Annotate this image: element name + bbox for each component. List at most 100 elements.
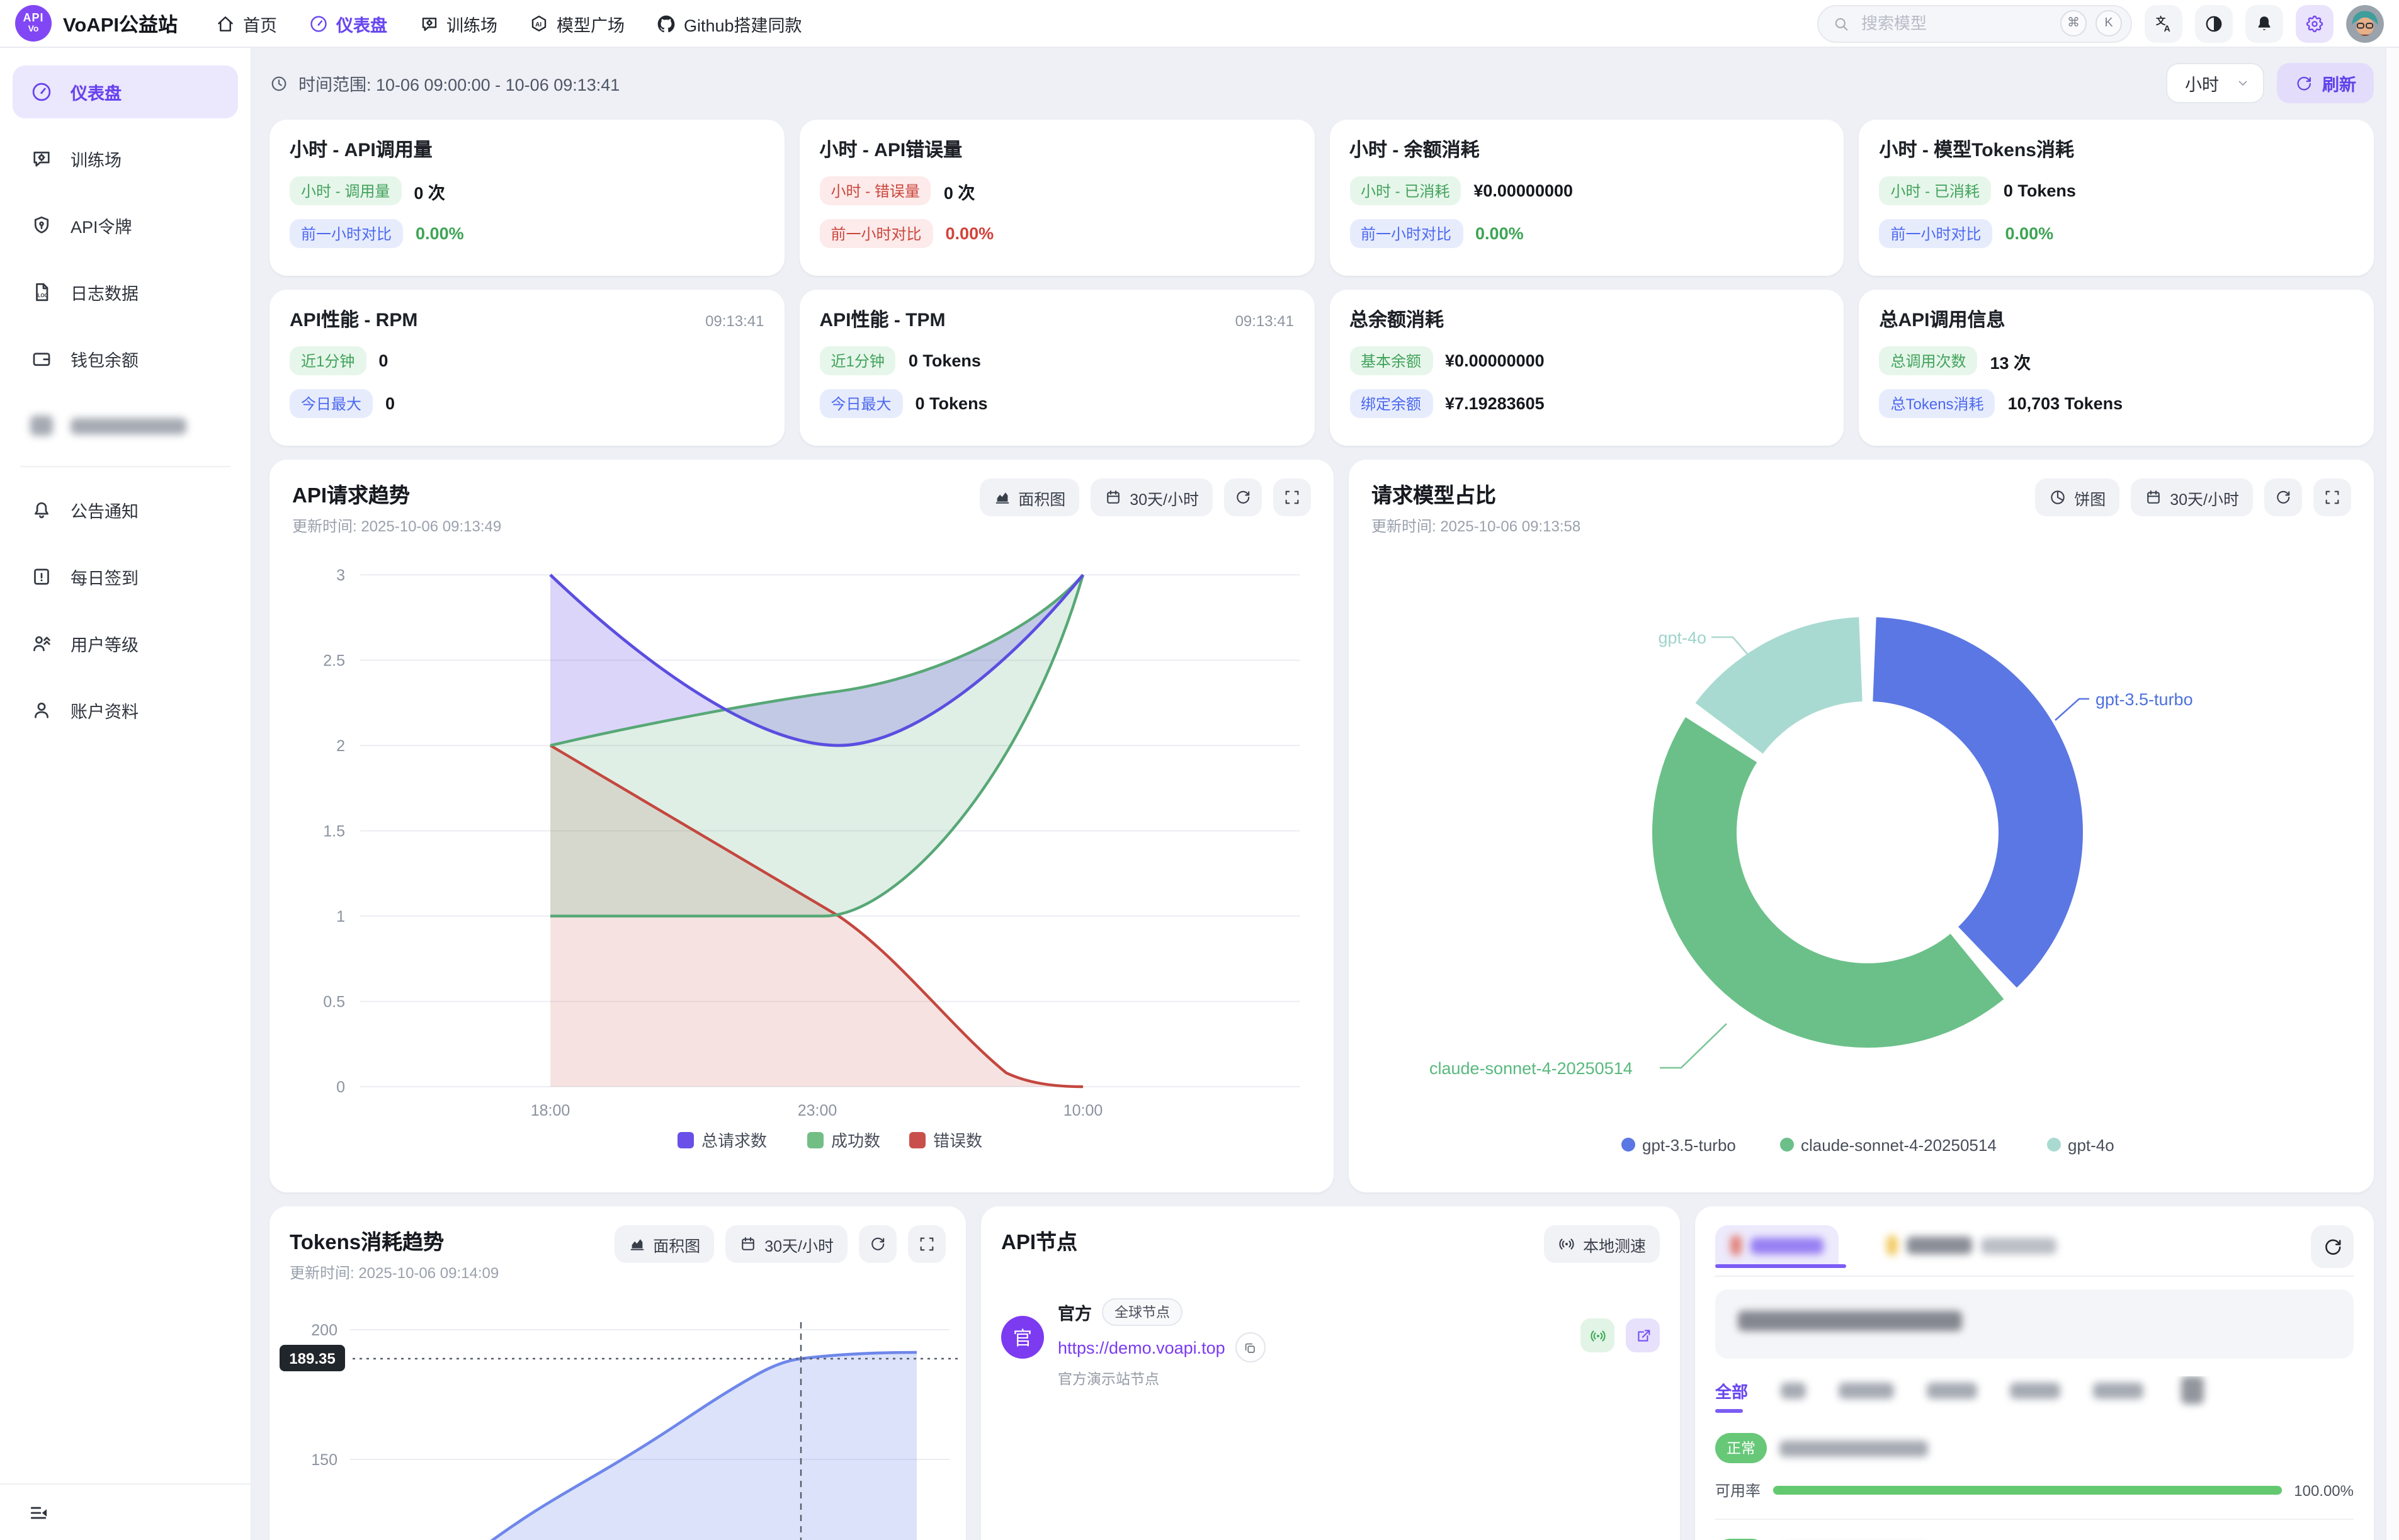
perf-card-total-api-info: 总API调用信息 总调用次数 13 次 总Tokens消耗 10,703 Token… — [1859, 290, 2374, 446]
stat-badge: 近1分钟 — [819, 346, 896, 375]
chart-refresh-button[interactable] — [2264, 478, 2302, 516]
sidebar-item-daily-checkin[interactable]: 每日签到 — [13, 550, 238, 603]
language-button[interactable] — [2145, 4, 2182, 42]
sidebar-item-dashboard[interactable]: 仪表盘 — [13, 65, 238, 118]
sidebar-item-account-profile[interactable]: 账户资料 — [13, 684, 238, 737]
stat-card-tokens-consumed: 小时 - 模型Tokens消耗 小时 - 已消耗 0 Tokens 前一小时对比 0… — [1859, 120, 2374, 276]
sidebar-item-playground[interactable]: 训练场 — [13, 132, 238, 185]
donut-slice-gpt-3.5-turbo[interactable] — [1873, 617, 2083, 988]
status-tab-blurred[interactable] — [1871, 1225, 2072, 1265]
sidebar-item-announcements[interactable]: 公告通知 — [13, 484, 238, 536]
blurred-filter-tab[interactable] — [2093, 1382, 2144, 1398]
tokens-trend-card: 200 150 189.35 Tokens消耗趋势 更新时间: 2025-10-… — [269, 1206, 966, 1540]
user-avatar[interactable] — [2346, 4, 2384, 42]
node-url-link[interactable]: https://demo.voapi.top — [1058, 1338, 1225, 1357]
blurred-filter-tab[interactable] — [2010, 1382, 2061, 1398]
stat-value: 0 — [385, 394, 395, 413]
gauge-icon — [309, 13, 329, 33]
node-open-link-button[interactable] — [1626, 1318, 1660, 1352]
model-plaza-icon — [529, 13, 549, 33]
refresh-button[interactable]: 刷新 — [2277, 63, 2374, 103]
local-speedtest-button[interactable]: 本地测速 — [1543, 1225, 1660, 1263]
main-content: 时间范围: 10-06 09:00:00 - 10-06 09:13:41 小时… — [252, 48, 2386, 1540]
stat-card-balance-consumed: 小时 - 余额消耗 小时 - 已消耗 ¥0.00000000 前一小时对比 0.00… — [1329, 120, 1844, 276]
stat-badge: 今日最大 — [819, 389, 903, 418]
card-title: 小时 - API错误量 — [819, 140, 963, 161]
collapse-sidebar-icon[interactable] — [28, 1500, 52, 1524]
card-title: API性能 - TPM — [819, 310, 946, 331]
range-button[interactable]: 30天/小时 — [1091, 478, 1213, 516]
stat-badge: 小时 - 已消耗 — [1879, 176, 1991, 205]
donut-slice-gpt-4o[interactable] — [1695, 617, 1863, 754]
request-trend-legend[interactable]: 总请求数 成功数 错误数 — [678, 1131, 982, 1150]
node-scope-badge: 全球节点 — [1102, 1298, 1182, 1326]
nav-item-dashboard[interactable]: 仪表盘 — [309, 11, 387, 36]
nav-item-model-plaza[interactable]: 模型广场 — [529, 11, 625, 36]
range-button[interactable]: 30天/小时 — [725, 1225, 848, 1263]
chart-type-button[interactable]: 面积图 — [979, 478, 1080, 516]
status-refresh-button[interactable] — [2311, 1225, 2354, 1268]
search-input[interactable] — [1859, 13, 2051, 34]
sidebar-item-user-level[interactable]: 用户等级 — [13, 617, 238, 670]
fullscreen-icon — [918, 1235, 936, 1253]
sidebar-item-log-data[interactable]: 日志数据 — [13, 266, 238, 319]
chart-type-button[interactable]: 饼图 — [2035, 478, 2120, 516]
log-file-icon — [30, 281, 53, 303]
model-share-legend[interactable]: gpt-3.5-turbo claude-sonnet-4-20250514 g… — [1621, 1136, 2114, 1155]
blurred-filter-tab[interactable] — [1927, 1382, 1978, 1398]
blurred-filter-tab[interactable] — [1839, 1382, 1895, 1398]
channel-status-row: 正常 — [1715, 1539, 2354, 1540]
gear-icon — [2305, 13, 2325, 33]
charts-row: 3 2.5 2 1.5 1 0.5 0 18:00 — [269, 460, 2374, 1192]
chart-fullscreen-button[interactable] — [2313, 478, 2351, 516]
interval-select[interactable]: 小时 — [2166, 63, 2264, 103]
svg-text:10:00: 10:00 — [1063, 1102, 1103, 1119]
chart-updated-time: 更新时间: 2025-10-06 09:13:58 — [1371, 518, 1581, 535]
nav-item-playground[interactable]: 训练场 — [419, 11, 497, 36]
notifications-button[interactable] — [2245, 4, 2283, 42]
chart-title: Tokens消耗趋势 — [290, 1231, 445, 1254]
sidebar-item-api-token[interactable]: API令牌 — [13, 199, 238, 252]
playground-icon — [419, 13, 439, 33]
stat-badge: 小时 - 调用量 — [290, 176, 402, 205]
chart-type-button[interactable]: 面积图 — [614, 1225, 715, 1263]
chart-refresh-button[interactable] — [1224, 478, 1262, 516]
copy-url-button[interactable] — [1235, 1332, 1266, 1362]
filter-tab-all[interactable]: 全部 — [1715, 1378, 1748, 1412]
status-panel-card: 全部 正常 可用率 100.00% — [1695, 1206, 2374, 1540]
calendar-icon — [739, 1235, 757, 1253]
status-tab-active-blurred[interactable] — [1715, 1225, 1846, 1268]
bell-icon — [2254, 13, 2274, 33]
range-button[interactable]: 30天/小时 — [2131, 478, 2253, 516]
settings-button[interactable] — [2296, 4, 2334, 42]
stat-value: 13 次 — [1990, 353, 2031, 372]
chart-title: API请求趋势 — [292, 485, 411, 507]
voapi-logo-icon[interactable]: API Vo — [15, 5, 52, 42]
chart-updated-time: 更新时间: 2025-10-06 09:13:49 — [292, 518, 502, 535]
svg-text:claude-sonnet-4-20250514: claude-sonnet-4-20250514 — [1801, 1136, 1997, 1155]
sidebar-footer — [0, 1483, 251, 1540]
stat-badge: 前一小时对比 — [1349, 219, 1463, 248]
card-title: API性能 - RPM — [290, 310, 418, 331]
chart-fullscreen-button[interactable] — [908, 1225, 946, 1263]
card-title: 小时 - 余额消耗 — [1349, 140, 1480, 161]
status-info-box — [1715, 1289, 2354, 1359]
nav-item-home[interactable]: 首页 — [215, 11, 277, 36]
card-title: 小时 - 模型Tokens消耗 — [1879, 140, 2074, 161]
theme-toggle-button[interactable] — [2195, 4, 2233, 42]
chart-fullscreen-button[interactable] — [1273, 478, 1311, 516]
area-chart-icon — [993, 489, 1011, 506]
blurred-filter-tab[interactable] — [1781, 1382, 1806, 1398]
chart-refresh-button[interactable] — [859, 1225, 897, 1263]
sidebar-item-blurred[interactable] — [13, 399, 238, 452]
calendar-icon — [2145, 489, 2162, 506]
svg-text:2.5: 2.5 — [323, 652, 345, 670]
availability-row: 可用率 100.00% — [1715, 1480, 2354, 1501]
nav-item-github[interactable]: Github搭建同款 — [656, 11, 802, 36]
donut-slice-claude-sonnet-4-20250514[interactable] — [1652, 717, 2004, 1048]
svg-text:0.5: 0.5 — [323, 994, 345, 1011]
calendar-icon — [1104, 489, 1122, 506]
sidebar-item-wallet[interactable]: 钱包余额 — [13, 332, 238, 385]
node-speedtest-button[interactable] — [1580, 1318, 1614, 1352]
svg-text:1: 1 — [336, 908, 345, 926]
